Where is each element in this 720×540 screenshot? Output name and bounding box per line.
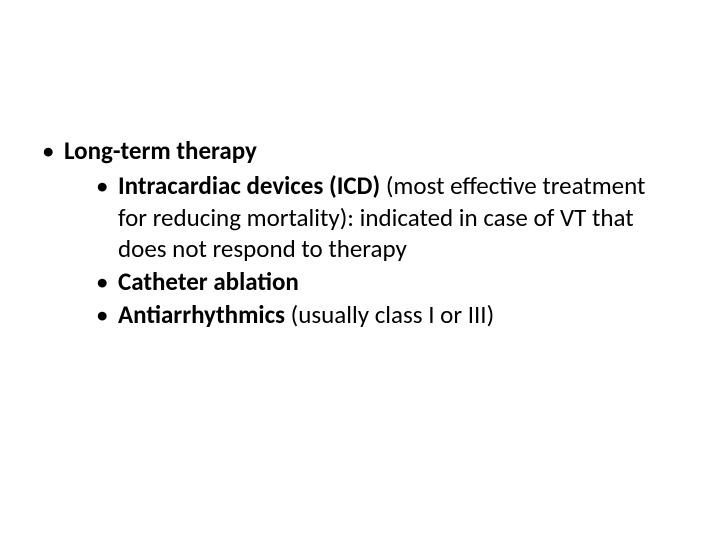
level2-bold-lead: Antiarrhythmics <box>118 299 285 330</box>
slide-body: Long-term therapy Intracardiac devices (… <box>0 0 720 540</box>
bullet-level2-item: Antiarrhythmics (usually class I or III) <box>94 299 660 330</box>
bullet-list-level1: Long-term therapy Intracardiac devices (… <box>40 135 660 331</box>
level2-bold-lead: Intracardiac devices (ICD) <box>118 170 380 201</box>
bullet-level1-item: Long-term therapy Intracardiac devices (… <box>40 135 660 331</box>
bullet-level2-item: Catheter ablation <box>94 266 660 297</box>
level2-rest: (usually class I or III) <box>285 299 494 330</box>
bullet-list-level2: Intracardiac devices (ICD) (most effecti… <box>64 170 660 330</box>
bullet-level2-item: Intracardiac devices (ICD) (most effecti… <box>94 170 660 264</box>
level2-bold-lead: Catheter ablation <box>118 266 299 297</box>
level1-title: Long-term therapy <box>64 135 257 166</box>
